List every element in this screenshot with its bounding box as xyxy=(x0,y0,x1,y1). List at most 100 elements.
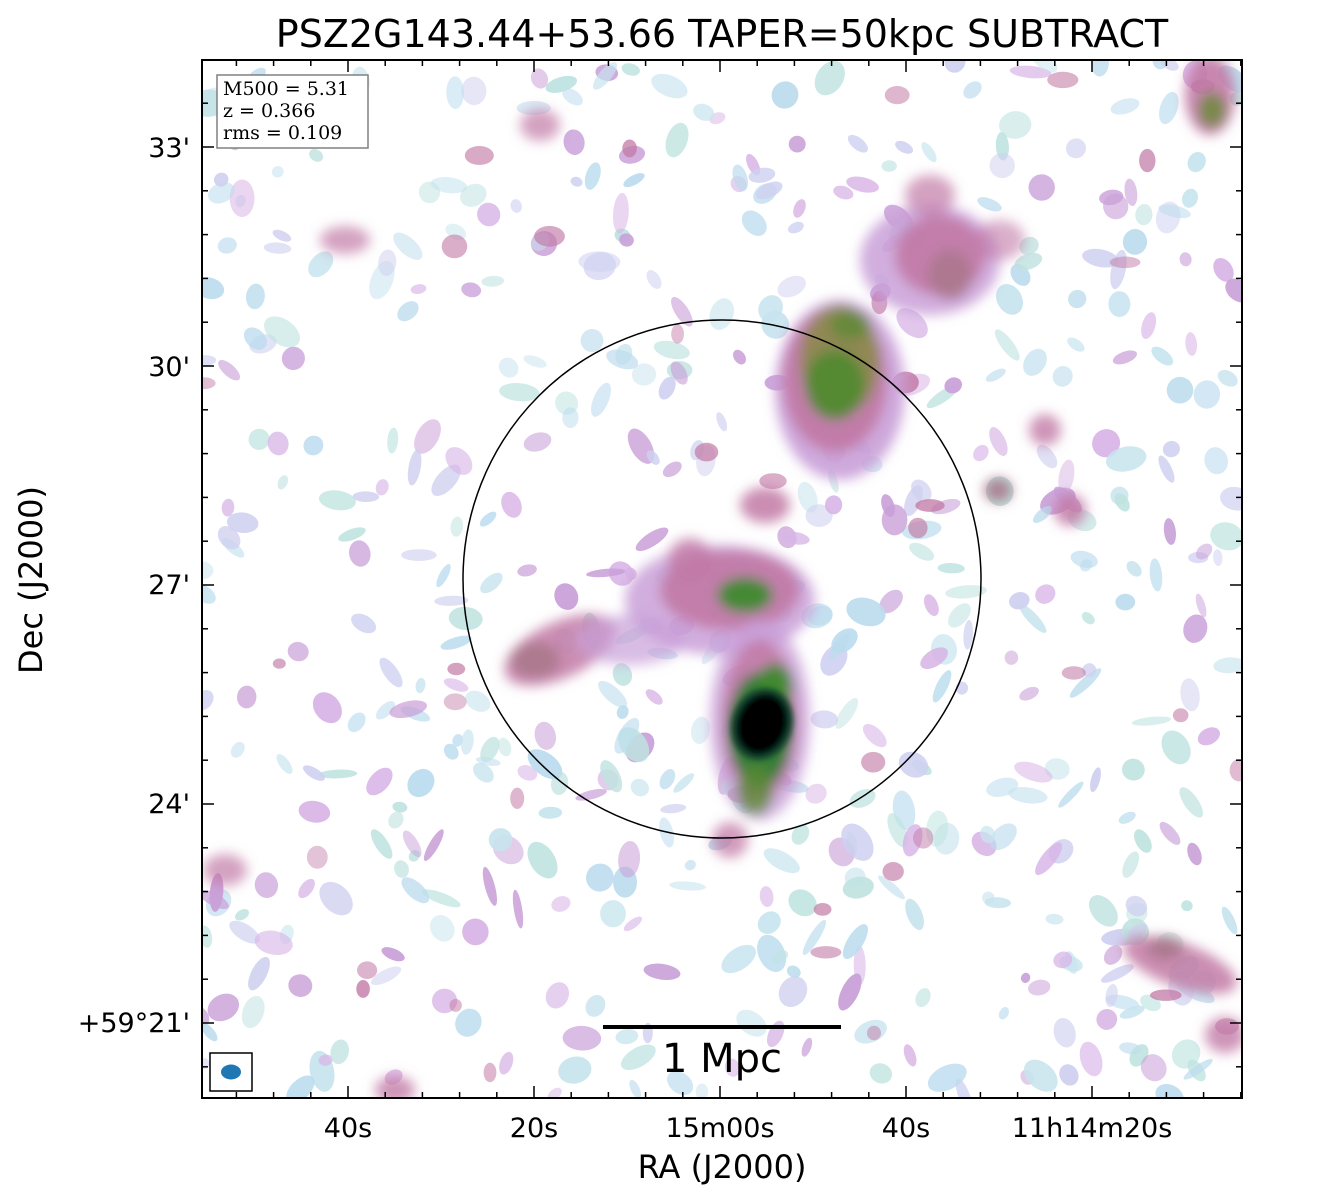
noise-blob xyxy=(352,491,380,503)
noise-blob xyxy=(523,432,552,452)
noise-blob xyxy=(721,944,756,974)
noise-blob xyxy=(499,1051,514,1075)
noise-blob xyxy=(1118,811,1136,824)
noise-blob xyxy=(445,447,473,475)
noise-blob xyxy=(497,737,512,757)
noise-blob xyxy=(461,282,482,298)
noise-blob xyxy=(1204,447,1229,475)
noise-blob xyxy=(202,584,216,604)
other-sources xyxy=(203,60,1242,1098)
noise-blob xyxy=(378,249,397,276)
noise-blob xyxy=(318,1054,333,1066)
noise-blob xyxy=(338,527,366,542)
noise-blob xyxy=(963,81,982,99)
noise-blob xyxy=(510,199,522,213)
noise-blob xyxy=(915,499,945,512)
noise-blob xyxy=(585,994,606,1017)
noise-blob xyxy=(646,450,660,465)
noise-blob xyxy=(1134,829,1152,853)
noise-blob xyxy=(202,355,217,366)
noise-blob xyxy=(846,597,886,627)
noise-blob xyxy=(1100,964,1134,983)
beam-indicator xyxy=(209,1052,253,1092)
noise-blob xyxy=(229,179,255,218)
noise-blob xyxy=(357,961,378,979)
noise-blob xyxy=(1009,592,1030,610)
noise-blob xyxy=(584,162,601,190)
noise-blob xyxy=(1079,1041,1103,1077)
noise-blob xyxy=(724,1058,741,1077)
noise-blob xyxy=(498,357,519,378)
noise-blob xyxy=(562,88,583,106)
noise-blob xyxy=(1187,152,1206,173)
noise-blob xyxy=(616,705,629,719)
noise-blob xyxy=(213,172,229,187)
noise-blob xyxy=(308,251,334,278)
noise-blob xyxy=(254,930,293,956)
noise-blob xyxy=(867,1025,881,1041)
noise-blob xyxy=(1151,346,1174,366)
noise-blob xyxy=(388,811,404,829)
noise-blob xyxy=(915,988,931,1008)
noise-blob xyxy=(805,504,833,527)
noise-blob xyxy=(761,310,790,339)
noise-blob xyxy=(1171,1039,1201,1069)
noise-blob xyxy=(600,760,623,793)
noise-blob xyxy=(828,633,850,660)
noise-blob xyxy=(452,733,463,747)
noise-blob xyxy=(1103,945,1123,965)
noise-blob xyxy=(788,135,806,153)
noise-blob xyxy=(861,751,886,773)
noise-blob xyxy=(558,1056,592,1084)
noise-blob xyxy=(472,762,494,783)
noise-blob xyxy=(221,498,235,517)
noise-blob xyxy=(517,564,537,577)
noise-blob xyxy=(622,139,637,158)
noise-blob xyxy=(443,693,467,711)
noise-blob xyxy=(1135,203,1153,226)
noise-blob xyxy=(778,976,808,1008)
noise-blob xyxy=(527,749,563,780)
noise-blob xyxy=(1090,60,1110,77)
noise-blob xyxy=(534,225,565,247)
noise-blob xyxy=(658,376,676,400)
noise-blob xyxy=(483,1062,497,1083)
noise-blob xyxy=(554,583,579,610)
noise-blob xyxy=(927,1063,967,1092)
noise-blob xyxy=(909,542,935,561)
noise-blob xyxy=(982,891,995,904)
noise-blob xyxy=(410,284,427,295)
noise-blob xyxy=(1166,376,1194,404)
noise-blob xyxy=(591,382,611,417)
noise-blob xyxy=(618,840,641,878)
noise-blob xyxy=(1081,612,1095,625)
noise-blob xyxy=(402,830,422,858)
noise-blob xyxy=(545,982,570,1009)
noise-blob xyxy=(908,517,928,539)
noise-blob xyxy=(1035,842,1063,876)
noise-blob xyxy=(545,75,578,93)
noise-blob xyxy=(741,210,767,236)
noise-blob xyxy=(923,594,939,616)
y-axis-ticks: 33' 30' 27' 24' +59°21' xyxy=(78,133,190,1039)
noise-blob xyxy=(598,680,628,708)
noise-blob xyxy=(1158,204,1191,219)
noise-blob xyxy=(302,765,325,781)
noise-blob xyxy=(635,527,669,552)
emission-image xyxy=(202,60,1242,1098)
noise-blob xyxy=(1070,550,1098,569)
noise-blob xyxy=(1179,252,1192,267)
noise-blob xyxy=(1141,312,1157,339)
noise-blob xyxy=(1159,91,1179,125)
noise-blob xyxy=(733,349,746,365)
noise-blob xyxy=(1155,1083,1184,1098)
noise-blob xyxy=(1019,603,1047,633)
noise-blob xyxy=(671,324,684,344)
noise-blob xyxy=(1119,1042,1142,1055)
noise-blob xyxy=(932,670,952,703)
noise-blob xyxy=(1195,543,1213,560)
noise-blob xyxy=(1181,188,1199,208)
info-rms: rms = 0.109 xyxy=(223,122,342,144)
info-redshift: z = 0.366 xyxy=(223,100,315,122)
noise-blob xyxy=(287,641,309,662)
